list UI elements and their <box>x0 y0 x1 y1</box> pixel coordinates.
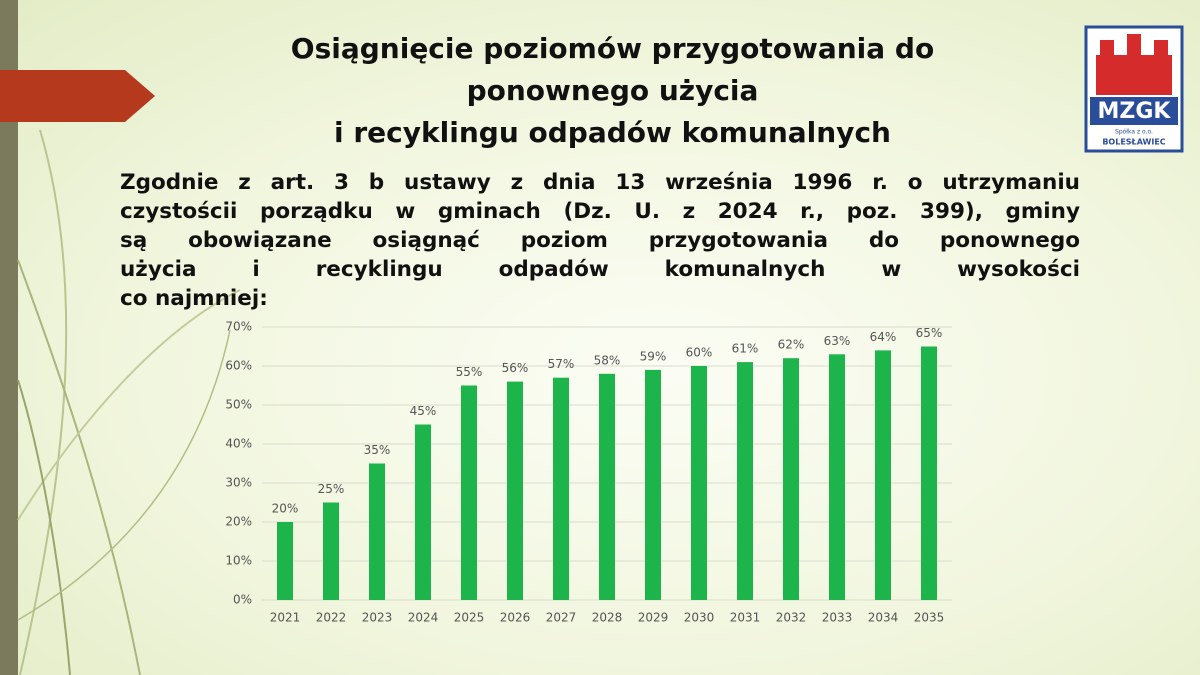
logo-tower <box>1154 40 1168 60</box>
value-label: 65% <box>916 326 943 340</box>
curve <box>17 259 141 675</box>
x-tick-label: 2023 <box>362 611 393 625</box>
bar <box>921 346 937 600</box>
x-tick-label: 2032 <box>776 611 807 625</box>
logo-company: Spółka z o.o. <box>1115 129 1153 136</box>
y-tick-label: 70% <box>225 320 252 334</box>
curve <box>17 329 231 621</box>
value-label: 63% <box>824 334 851 348</box>
x-tick-label: 2035 <box>914 611 945 625</box>
value-label: 56% <box>502 361 529 375</box>
value-label: 61% <box>732 342 759 356</box>
slide-title: Osiągnięcie poziomów przygotowania do po… <box>200 28 1025 154</box>
bar <box>599 373 615 600</box>
value-label: 45% <box>410 404 437 418</box>
x-tick-label: 2024 <box>408 611 439 625</box>
logo: MZGK Spółka z o.o. BOLESŁAWIEC <box>1084 25 1184 153</box>
bar <box>507 381 523 600</box>
logo-tower <box>1100 40 1114 60</box>
bar <box>323 502 339 600</box>
x-tick-label: 2022 <box>316 611 347 625</box>
value-label: 55% <box>456 365 483 379</box>
x-tick-label: 2034 <box>868 611 899 625</box>
value-label: 60% <box>686 346 713 360</box>
logo-tower <box>1127 34 1141 60</box>
value-label: 20% <box>272 502 299 516</box>
x-tick-label: 2031 <box>730 611 761 625</box>
x-tick-label: 2030 <box>684 611 715 625</box>
x-tick-label: 2021 <box>270 611 301 625</box>
value-label: 25% <box>318 482 345 496</box>
bar <box>553 377 569 600</box>
paragraph-line: Zgodnie z art. 3 b ustawy z dnia 13 wrze… <box>120 170 1080 195</box>
bar <box>783 358 799 600</box>
bar <box>829 354 845 600</box>
bar <box>415 424 431 600</box>
x-tick-label: 2029 <box>638 611 669 625</box>
logo-name: MZGK <box>1098 99 1172 124</box>
value-label: 57% <box>548 357 575 371</box>
y-tick-label: 60% <box>225 359 252 373</box>
title-line: ponownego użycia <box>466 74 759 107</box>
paragraph-line: co najmniej: <box>120 286 268 311</box>
y-tick-label: 50% <box>225 398 252 412</box>
bar <box>645 369 661 600</box>
y-tick-label: 40% <box>225 437 252 451</box>
value-label: 64% <box>870 330 897 344</box>
paragraph: Zgodnie z art. 3 b ustawy z dnia 13 wrze… <box>120 168 1080 313</box>
value-label: 62% <box>778 338 805 352</box>
bar <box>461 385 477 600</box>
logo-castle <box>1096 55 1172 95</box>
value-label: 35% <box>364 443 391 457</box>
title-line: Osiągnięcie poziomów przygotowania do <box>290 32 935 65</box>
bar <box>691 366 707 600</box>
red-arrow <box>0 70 155 122</box>
x-tick-label: 2033 <box>822 611 853 625</box>
value-label: 59% <box>640 349 667 363</box>
x-tick-label: 2026 <box>500 611 531 625</box>
curve <box>19 129 68 675</box>
paragraph-line: są obowiązane osiągnąć poziom przygotowa… <box>120 228 1080 253</box>
y-tick-label: 10% <box>225 554 252 568</box>
curve <box>17 379 71 675</box>
x-tick-label: 2028 <box>592 611 623 625</box>
x-tick-label: 2025 <box>454 611 485 625</box>
bar <box>875 350 891 600</box>
y-tick-label: 30% <box>225 476 252 490</box>
title-line: i recyklingu odpadów komunalnych <box>334 116 891 149</box>
bar <box>737 362 753 600</box>
paragraph-line: czystościi porządku w gminach (Dz. U. z … <box>120 199 1080 224</box>
paragraph-line: użycia i recyklingu odpadów komunalnych … <box>120 257 1080 282</box>
y-tick-label: 0% <box>233 593 252 607</box>
x-tick-label: 2027 <box>546 611 577 625</box>
value-label: 58% <box>594 353 621 367</box>
bar <box>277 522 293 600</box>
logo-city: BOLESŁAWIEC <box>1102 138 1165 147</box>
logo-band <box>1090 97 1178 125</box>
y-tick-label: 20% <box>225 515 252 529</box>
bar <box>369 463 385 600</box>
side-stripe <box>0 0 18 675</box>
